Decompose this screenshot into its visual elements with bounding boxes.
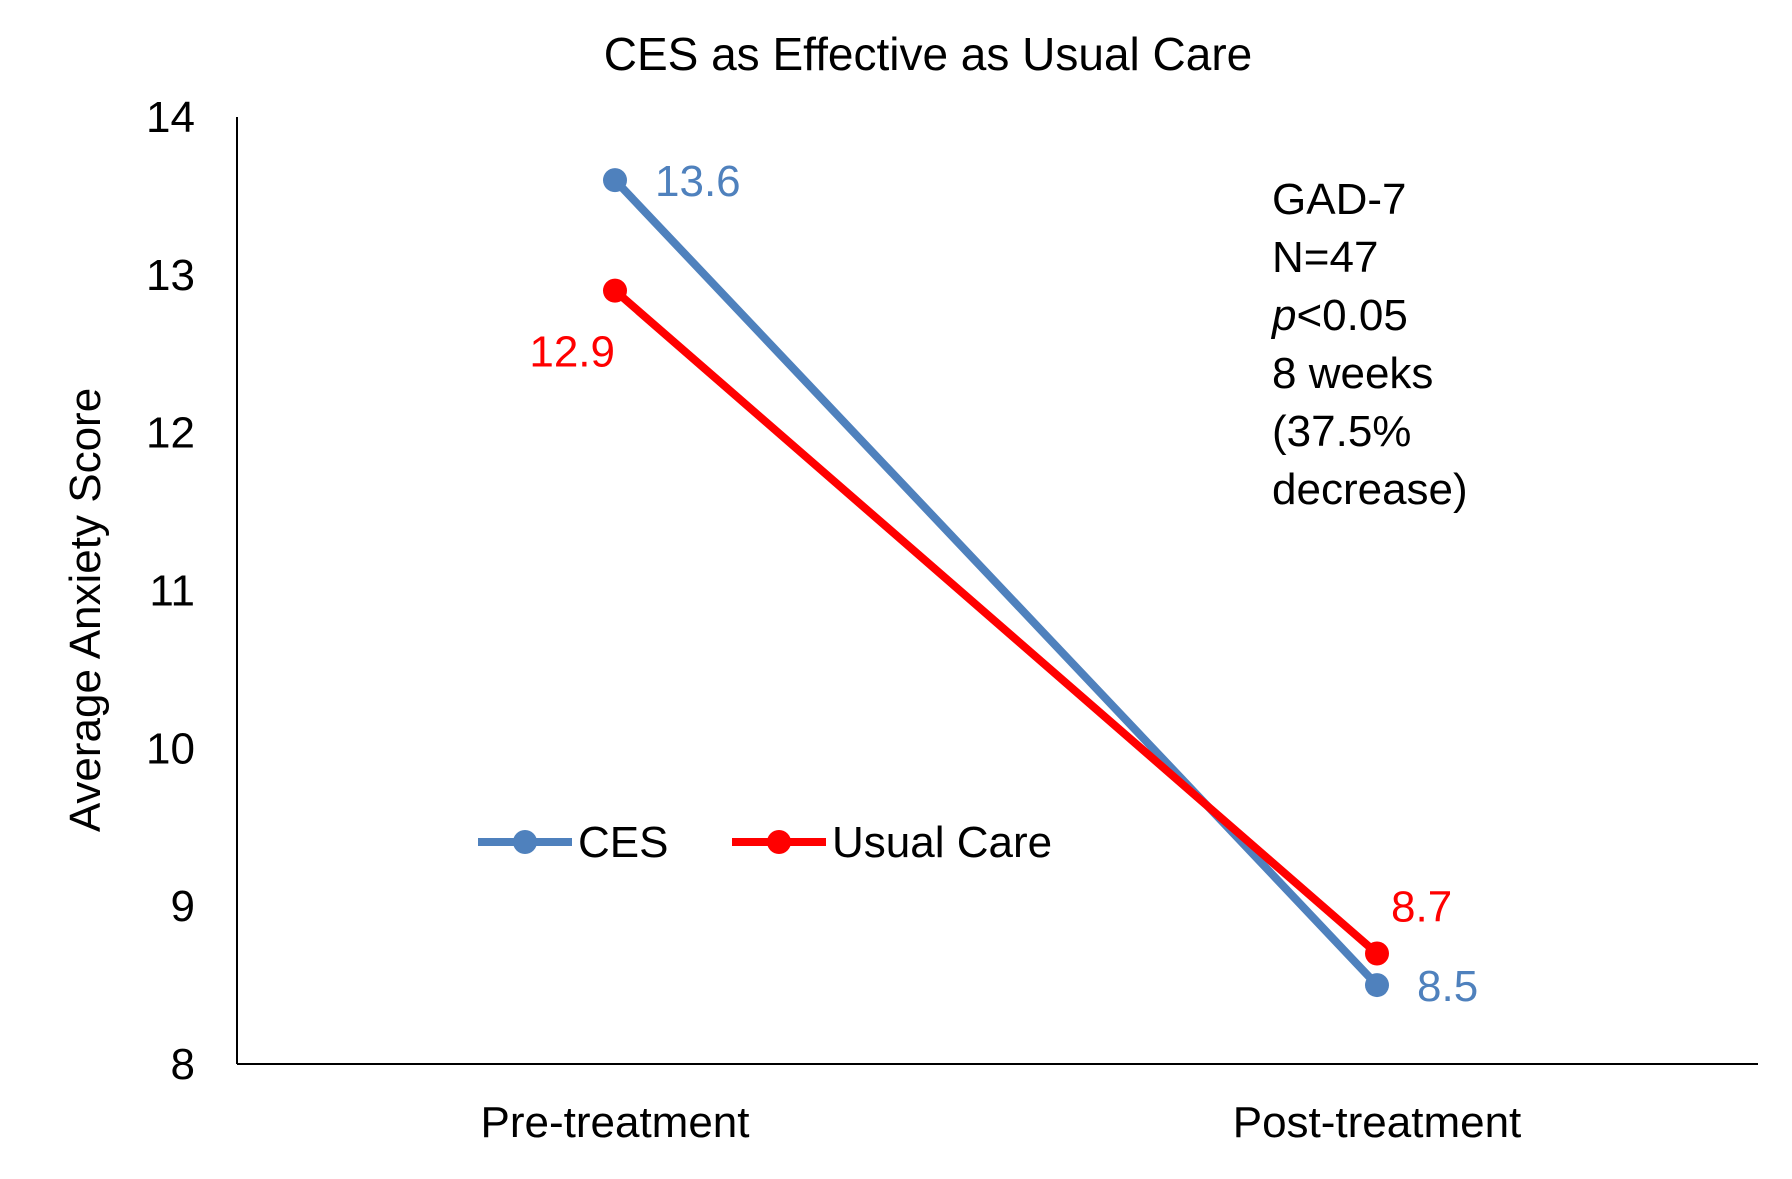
legend-label: CES	[578, 818, 668, 867]
y-tick-label: 12	[146, 409, 195, 458]
y-tick-labels: 8 9 10 11 12 13 14	[146, 93, 195, 1089]
data-point	[1365, 941, 1389, 966]
y-tick-label: 13	[146, 251, 195, 300]
y-tick-label: 10	[146, 724, 195, 773]
annotation-line: 8 weeks	[1272, 349, 1433, 398]
series-line-1	[611, 286, 1381, 958]
annotation-line: decrease)	[1272, 465, 1468, 514]
series-lines	[603, 168, 1389, 998]
series-line-0	[611, 176, 1381, 990]
data-label: 8.7	[1391, 883, 1452, 932]
x-tick-label: Post-treatment	[1233, 1098, 1522, 1147]
y-tick-label: 8	[171, 1040, 195, 1089]
y-axis-label: Average Anxiety Score	[61, 388, 110, 832]
legend-label: Usual Care	[832, 818, 1052, 867]
chart-title: CES as Effective as Usual Care	[604, 28, 1253, 80]
annotation-line: N=47	[1272, 233, 1378, 282]
data-labels: 13.6 8.5 12.9 8.7	[529, 157, 1478, 1011]
legend-swatch-marker	[513, 830, 537, 854]
y-tick-label: 9	[171, 882, 195, 931]
axes	[236, 117, 1758, 1065]
x-tick-labels: Pre-treatment Post-treatment	[481, 1098, 1522, 1147]
data-point	[603, 278, 627, 303]
x-tick-label: Pre-treatment	[481, 1098, 750, 1147]
y-tick-label: 14	[146, 93, 195, 142]
legend-swatch-marker	[767, 830, 791, 854]
data-point	[1365, 973, 1389, 998]
data-point	[603, 168, 627, 193]
legend: CES Usual Care	[478, 818, 1052, 867]
annotation-text: GAD-7 N=47 p<0.05 8 weeks (37.5% decrease)	[1270, 175, 1468, 514]
data-label: 12.9	[529, 328, 615, 377]
data-label: 13.6	[655, 157, 741, 206]
y-tick-label: 11	[149, 567, 195, 616]
annotation-line: GAD-7	[1272, 175, 1406, 224]
data-label: 8.5	[1417, 962, 1478, 1011]
annotation-line: (37.5%	[1272, 407, 1411, 456]
annotation-line: p<0.05	[1270, 291, 1408, 340]
